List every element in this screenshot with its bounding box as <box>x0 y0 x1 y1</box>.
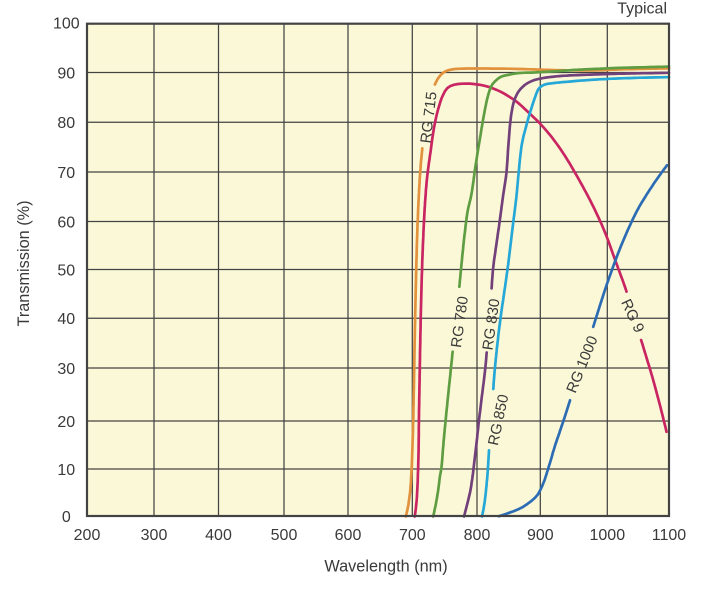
svg-text:RG 715: RG 715 <box>417 91 440 144</box>
svg-text:Transmission (%): Transmission (%) <box>15 200 33 326</box>
svg-text:50: 50 <box>57 262 75 279</box>
svg-text:700: 700 <box>399 527 426 544</box>
svg-text:900: 900 <box>527 527 554 544</box>
svg-text:500: 500 <box>271 527 298 544</box>
svg-text:70: 70 <box>57 165 75 182</box>
svg-text:1000: 1000 <box>590 527 626 544</box>
svg-text:30: 30 <box>57 361 75 378</box>
svg-text:40: 40 <box>57 311 75 328</box>
svg-text:300: 300 <box>141 527 168 544</box>
svg-text:400: 400 <box>205 527 232 544</box>
svg-text:20: 20 <box>57 414 75 431</box>
svg-text:Wavelength (nm): Wavelength (nm) <box>324 558 447 576</box>
svg-text:200: 200 <box>74 527 101 544</box>
svg-text:Typical: Typical <box>617 1 667 18</box>
svg-text:100: 100 <box>53 16 80 33</box>
svg-text:80: 80 <box>57 115 75 132</box>
svg-text:10: 10 <box>57 462 75 479</box>
svg-text:600: 600 <box>335 527 362 544</box>
svg-text:800: 800 <box>464 527 491 544</box>
svg-text:60: 60 <box>57 214 75 231</box>
svg-text:90: 90 <box>57 65 75 82</box>
svg-text:1100: 1100 <box>652 527 687 544</box>
svg-text:0: 0 <box>62 509 71 526</box>
